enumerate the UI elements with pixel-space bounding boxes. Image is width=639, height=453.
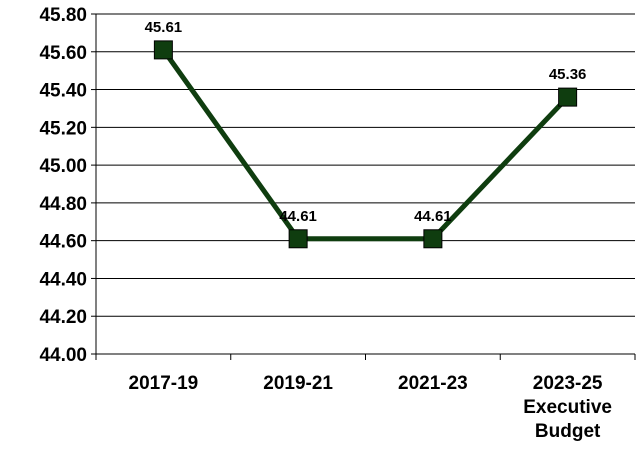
x-tick-label: 2023-25 Executive Budget	[523, 373, 612, 442]
y-tick-label: 44.00	[39, 345, 87, 366]
x-tick-labels: 2017-19 2019-21 2021-23 2023-25 Executive Bud…	[129, 373, 612, 442]
data-point	[288, 229, 308, 249]
axes	[91, 13, 636, 360]
y-tick-label: 45.60	[39, 43, 87, 64]
y-tick-label: 45.40	[39, 81, 87, 102]
y-tick-label: 44.80	[39, 194, 87, 215]
x-tick-label: 2021-23	[398, 373, 468, 394]
data-label: 44.61	[414, 208, 452, 225]
series-line	[161, 48, 570, 242]
gridlines	[96, 13, 635, 317]
y-tick-label: 45.00	[39, 156, 87, 177]
data-label: 45.61	[145, 19, 183, 36]
y-tick-label: 44.40	[39, 269, 87, 290]
data-point	[153, 40, 173, 60]
y-tick-label: 44.60	[39, 232, 87, 253]
data-point	[423, 229, 443, 249]
x-tick-label: 2017-19	[129, 373, 199, 394]
data-point	[558, 87, 578, 107]
data-label: 44.61	[279, 208, 317, 225]
x-tick-label: 2019-21	[263, 373, 333, 394]
series-layer	[153, 40, 578, 249]
y-tick-label: 45.20	[39, 118, 87, 139]
y-tick-label: 44.20	[39, 307, 87, 328]
data-labels: 45.61 44.61 44.61 45.36	[145, 19, 587, 225]
data-label: 45.36	[549, 66, 587, 83]
y-tick-labels: 44.00 44.20 44.40 44.60 44.80 45.00 45.20 45.40…	[39, 5, 87, 366]
y-tick-label: 45.80	[39, 5, 87, 26]
